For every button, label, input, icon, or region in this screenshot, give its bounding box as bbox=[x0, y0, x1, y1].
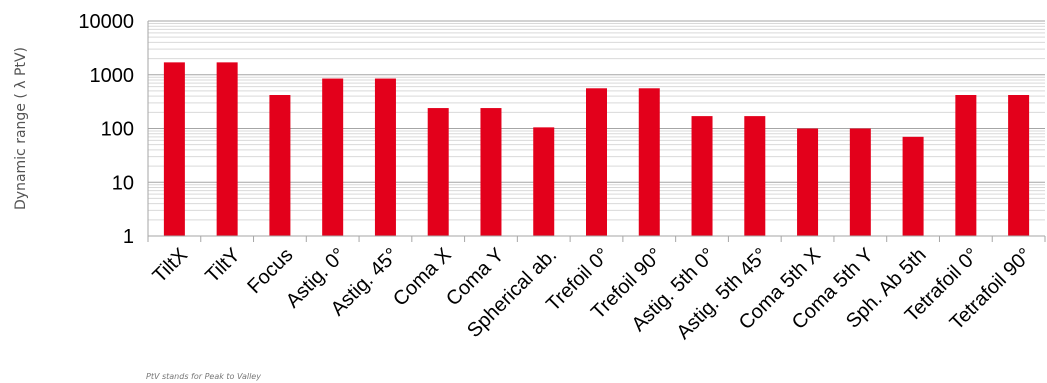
bar bbox=[849, 128, 871, 236]
axes bbox=[147, 21, 1046, 242]
bar bbox=[322, 78, 344, 236]
y-tick-label: 1000 bbox=[90, 65, 135, 87]
bar bbox=[744, 116, 766, 236]
x-tick-label: Coma X bbox=[389, 244, 456, 311]
x-tick-label: TiltY bbox=[201, 244, 244, 287]
bar bbox=[374, 78, 396, 236]
bar bbox=[586, 88, 607, 236]
bar bbox=[533, 127, 555, 236]
bar bbox=[797, 128, 819, 236]
bar bbox=[216, 62, 238, 236]
bar bbox=[1008, 95, 1030, 236]
bar bbox=[427, 108, 449, 236]
bar bbox=[480, 108, 502, 236]
y-tick-label: 1 bbox=[123, 226, 134, 248]
y-tick-label: 10 bbox=[112, 172, 134, 194]
y-axis-label: Dynamic range ( λ PtV) bbox=[13, 47, 29, 210]
bar bbox=[691, 116, 713, 236]
footnote: PtV stands for Peak to Valley bbox=[146, 372, 261, 381]
bar bbox=[163, 62, 185, 236]
x-tick-label: Astig. 5th 45° bbox=[672, 244, 772, 344]
bars bbox=[163, 62, 1030, 236]
bar bbox=[269, 95, 291, 236]
x-tick-label: TiltX bbox=[149, 244, 192, 287]
y-tick-labels: 1 10 100 1000 10000 bbox=[78, 11, 134, 248]
y-tick-label: 100 bbox=[101, 119, 134, 141]
bar bbox=[638, 88, 660, 236]
bar bbox=[902, 136, 924, 236]
bar bbox=[955, 95, 977, 236]
y-tick-label: 10000 bbox=[78, 11, 134, 33]
